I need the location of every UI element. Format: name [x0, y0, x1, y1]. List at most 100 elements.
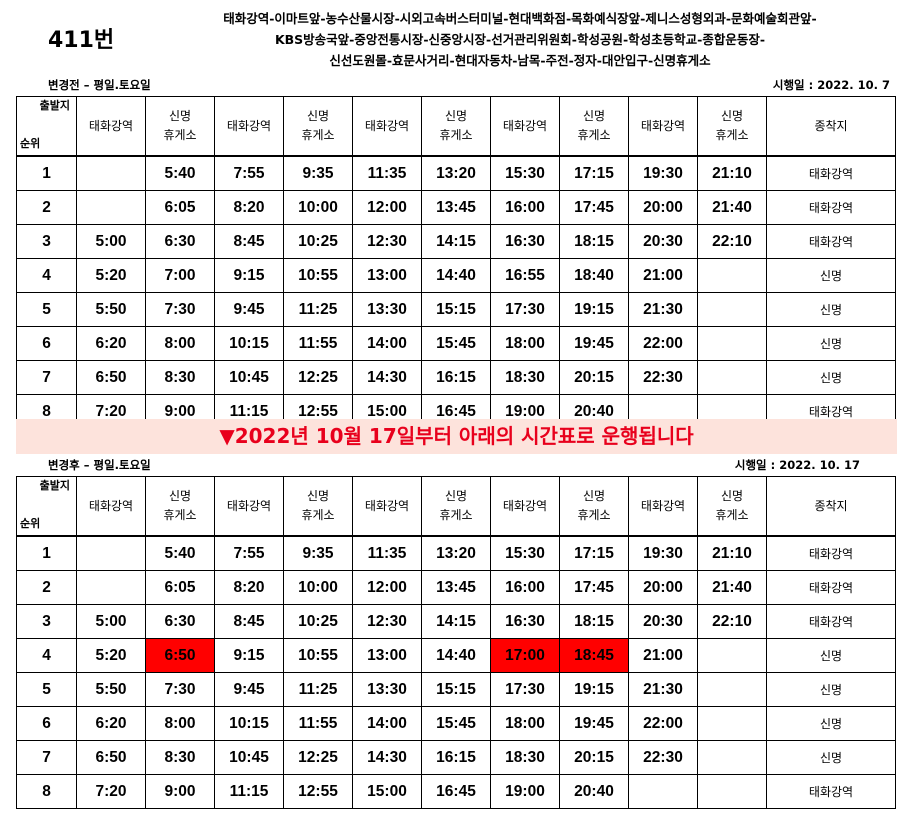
time-cell: 13:45: [422, 571, 491, 605]
before-effective-date: 시행일 : 2022. 10. 7: [773, 77, 890, 93]
time-cell: 14:30: [353, 741, 422, 775]
destination-cell: 신명: [767, 707, 896, 741]
route-stops-line-3: 신선도원몰-효문사거리-현대자동차-남목-주전-정자-대안입구-신명휴게소: [170, 50, 870, 71]
time-cell: 12:30: [353, 225, 422, 259]
route-number: 411번: [48, 22, 114, 54]
time-cell: 8:00: [146, 327, 215, 361]
destination-cell: 태화강역: [767, 775, 896, 809]
time-cell: 12:55: [284, 775, 353, 809]
time-cell: 16:30: [491, 225, 560, 259]
time-cell: 10:25: [284, 605, 353, 639]
table-row: 3 5:00 6:30 8:45 10:25 12:30 14:15 16:30 18:15 20…: [17, 605, 896, 639]
time-cell: 6:20: [77, 327, 146, 361]
time-cell: 11:35: [353, 156, 422, 191]
header-destination: 종착지: [767, 97, 896, 157]
header-sinmyeong-5: 신명 휴게소: [698, 477, 767, 537]
table-row: 7 6:50 8:30 10:45 12:25 14:30 16:15 18:30 20:15 2…: [17, 741, 896, 775]
route-stops-line-1: 태화강역-이마트앞-농수산물시장-시외고속버스터미널-현대백화점-목화예식장앞-…: [170, 8, 870, 29]
time-cell: 20:15: [560, 361, 629, 395]
order-cell: 4: [17, 639, 77, 673]
table-row: 4 5:20 7:00 9:15 10:55 13:00 14:40 16:55 18:40 21…: [17, 259, 896, 293]
time-cell: 10:55: [284, 259, 353, 293]
after-effective-date: 시행일 : 2022. 10. 17: [735, 457, 860, 473]
order-cell: 2: [17, 191, 77, 225]
time-cell: [698, 741, 767, 775]
time-cell: 16:15: [422, 741, 491, 775]
time-cell: 21:00: [629, 259, 698, 293]
time-cell: 10:15: [215, 327, 284, 361]
route-stops-line-2: KBS방송국앞-중앙전통시장-신중앙시장-선거관리위원회-학성공원-학성초등학교…: [170, 29, 870, 50]
time-cell: 15:45: [422, 327, 491, 361]
time-cell: 10:15: [215, 707, 284, 741]
time-cell: 17:45: [560, 191, 629, 225]
order-cell: 6: [17, 327, 77, 361]
changed-time-cell: 6:50: [146, 639, 215, 673]
time-cell: 12:25: [284, 741, 353, 775]
time-cell: [698, 775, 767, 809]
time-cell: 9:15: [215, 259, 284, 293]
time-cell: 13:20: [422, 536, 491, 571]
time-cell: 16:55: [491, 259, 560, 293]
time-cell: 19:45: [560, 327, 629, 361]
time-cell: 14:00: [353, 327, 422, 361]
time-cell: 18:30: [491, 361, 560, 395]
time-cell: 16:45: [422, 775, 491, 809]
time-cell: 11:25: [284, 673, 353, 707]
destination-cell: 신명: [767, 639, 896, 673]
header-sinmyeong-3: 신명 휴게소: [422, 97, 491, 157]
table-row: 2 6:05 8:20 10:00 12:00 13:45 16:00 17:45 20:00 2…: [17, 191, 896, 225]
time-cell: 16:15: [422, 361, 491, 395]
time-cell: 15:45: [422, 707, 491, 741]
time-cell: 20:30: [629, 225, 698, 259]
time-cell: 9:35: [284, 536, 353, 571]
time-cell: [698, 673, 767, 707]
time-cell: 11:25: [284, 293, 353, 327]
time-cell: 7:20: [77, 775, 146, 809]
time-cell: 22:30: [629, 741, 698, 775]
order-cell: 2: [17, 571, 77, 605]
time-cell: 19:30: [629, 156, 698, 191]
destination-cell: 태화강역: [767, 156, 896, 191]
time-cell: 19:15: [560, 293, 629, 327]
time-cell: 10:25: [284, 225, 353, 259]
route-stops: 태화강역-이마트앞-농수산물시장-시외고속버스터미널-현대백화점-목화예식장앞-…: [170, 8, 870, 71]
order-label: 순위: [20, 138, 40, 151]
time-cell: 17:15: [560, 536, 629, 571]
time-cell: 6:50: [77, 741, 146, 775]
header-taehwagang-4: 태화강역: [491, 477, 560, 537]
timetable-before: 출발지 순위 태화강역 신명 휴게소 태화강역 신명 휴게소 태화강역 신명 휴게소 …: [16, 96, 896, 429]
time-cell: 22:10: [698, 225, 767, 259]
order-cell: 6: [17, 707, 77, 741]
time-cell: 8:30: [146, 741, 215, 775]
time-cell: 17:30: [491, 293, 560, 327]
destination-cell: 태화강역: [767, 605, 896, 639]
time-cell: 16:30: [491, 605, 560, 639]
time-cell: [77, 536, 146, 571]
time-cell: 16:00: [491, 571, 560, 605]
time-cell: [698, 259, 767, 293]
time-cell: 8:45: [215, 605, 284, 639]
time-cell: 11:55: [284, 327, 353, 361]
time-cell: 9:45: [215, 293, 284, 327]
header-sinmyeong-2: 신명 휴게소: [284, 477, 353, 537]
time-cell: 21:30: [629, 293, 698, 327]
destination-cell: 신명: [767, 259, 896, 293]
time-cell: 8:20: [215, 191, 284, 225]
table-row: 7 6:50 8:30 10:45 12:25 14:30 16:15 18:30 20:15 2…: [17, 361, 896, 395]
time-cell: 16:00: [491, 191, 560, 225]
time-cell: 5:20: [77, 639, 146, 673]
time-cell: [77, 571, 146, 605]
header-taehwagang-3: 태화강역: [353, 477, 422, 537]
time-cell: 9:15: [215, 639, 284, 673]
header-destination: 종착지: [767, 477, 896, 537]
header-taehwagang-4: 태화강역: [491, 97, 560, 157]
time-cell: 13:00: [353, 259, 422, 293]
time-cell: 15:15: [422, 673, 491, 707]
time-cell: 20:00: [629, 191, 698, 225]
header-taehwagang-5: 태화강역: [629, 97, 698, 157]
time-cell: [629, 775, 698, 809]
time-cell: 20:15: [560, 741, 629, 775]
table-row: 3 5:00 6:30 8:45 10:25 12:30 14:15 16:30 18:15 20…: [17, 225, 896, 259]
time-cell: 14:30: [353, 361, 422, 395]
time-cell: 18:40: [560, 259, 629, 293]
